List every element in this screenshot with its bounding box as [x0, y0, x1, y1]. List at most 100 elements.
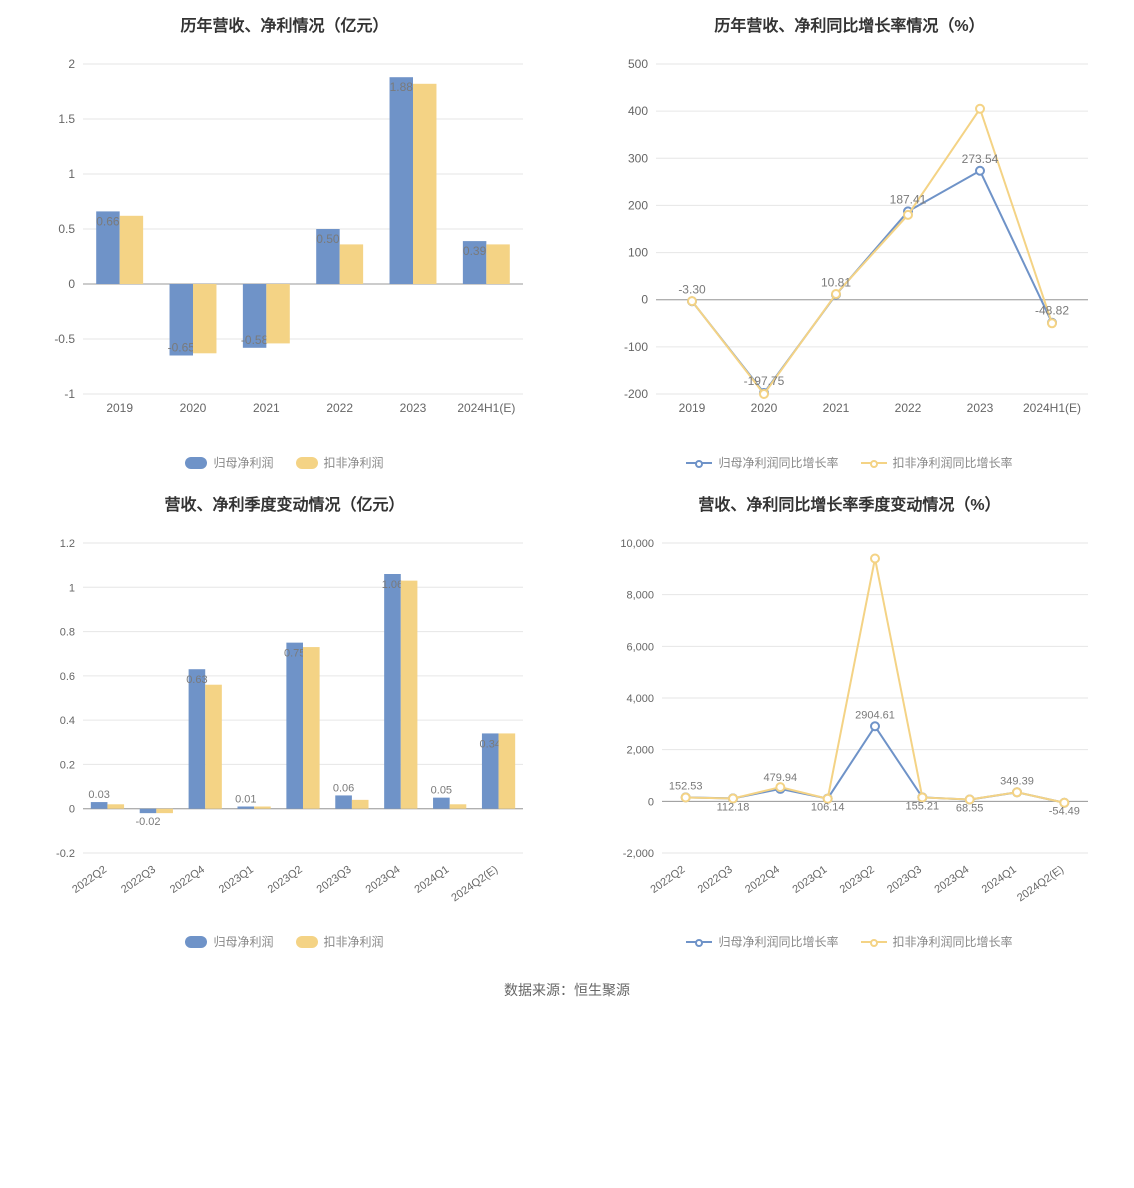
svg-text:187.41: 187.41 [889, 192, 926, 206]
svg-text:2022Q2: 2022Q2 [648, 864, 687, 896]
svg-text:2020: 2020 [179, 401, 206, 415]
svg-text:100: 100 [627, 246, 647, 260]
svg-text:500: 500 [627, 57, 647, 71]
legend-item: 归母净利润 [185, 454, 273, 471]
svg-text:0.06: 0.06 [332, 782, 353, 794]
svg-text:2022: 2022 [326, 401, 353, 415]
svg-text:0.4: 0.4 [59, 715, 74, 727]
svg-text:0: 0 [641, 293, 648, 307]
chart-title: 营收、净利同比增长率季度变动情况（%） [698, 491, 1000, 515]
svg-text:2023Q1: 2023Q1 [790, 864, 829, 896]
legend-swatch [861, 462, 887, 464]
svg-text:-0.65: -0.65 [167, 341, 195, 355]
legend-item: 归母净利润同比增长率 [686, 933, 838, 950]
chart-canvas: -2,00002,0004,0006,0008,00010,000152.531… [590, 525, 1110, 915]
svg-text:349.39: 349.39 [1000, 775, 1034, 787]
svg-text:0.39: 0.39 [462, 244, 486, 258]
svg-text:2020: 2020 [750, 401, 777, 415]
svg-text:-54.49: -54.49 [1048, 806, 1079, 818]
svg-text:-2,000: -2,000 [622, 848, 653, 860]
svg-text:2023Q2: 2023Q2 [265, 864, 304, 896]
svg-text:400: 400 [627, 104, 647, 118]
svg-text:2021: 2021 [822, 401, 849, 415]
svg-text:2023: 2023 [399, 401, 426, 415]
legend-swatch [185, 936, 207, 948]
svg-text:-197.75: -197.75 [743, 374, 784, 388]
svg-text:6,000: 6,000 [626, 641, 654, 653]
svg-text:-100: -100 [623, 340, 647, 354]
legend-item: 扣非净利润同比增长率 [861, 454, 1013, 471]
svg-text:2022Q2: 2022Q2 [70, 864, 109, 896]
svg-text:300: 300 [627, 151, 647, 165]
svg-text:2022Q3: 2022Q3 [119, 864, 158, 896]
legend: 归母净利润同比增长率 扣非净利润同比增长率 [686, 454, 1012, 471]
svg-text:2,000: 2,000 [626, 745, 654, 757]
chart-canvas: -1-0.500.511.520.66-0.65-0.580.501.880.3… [25, 46, 545, 436]
svg-text:0.75: 0.75 [283, 648, 304, 660]
svg-text:2019: 2019 [678, 401, 705, 415]
svg-text:155.21: 155.21 [905, 800, 939, 812]
svg-text:2023Q3: 2023Q3 [314, 864, 353, 896]
legend-item: 扣非净利润 [296, 454, 384, 471]
legend: 归母净利润同比增长率 扣非净利润同比增长率 [686, 933, 1012, 950]
svg-text:2: 2 [68, 57, 75, 71]
svg-text:68.55: 68.55 [955, 803, 983, 815]
svg-text:2904.61: 2904.61 [855, 709, 895, 721]
svg-text:0.01: 0.01 [235, 794, 256, 806]
svg-text:-0.58: -0.58 [240, 333, 268, 347]
svg-text:1.06: 1.06 [381, 579, 402, 591]
svg-text:8,000: 8,000 [626, 590, 654, 602]
svg-text:0.8: 0.8 [59, 627, 74, 639]
svg-text:152.53: 152.53 [668, 780, 702, 792]
svg-text:2023Q1: 2023Q1 [216, 864, 255, 896]
svg-text:0: 0 [68, 277, 75, 291]
svg-text:0.63: 0.63 [186, 674, 207, 686]
chart-title: 营收、净利季度变动情况（亿元） [164, 491, 404, 515]
svg-text:1.88: 1.88 [389, 80, 413, 94]
svg-text:0.03: 0.03 [88, 789, 109, 801]
svg-text:106.14: 106.14 [810, 802, 844, 814]
svg-text:2024Q2(E): 2024Q2(E) [449, 864, 500, 905]
svg-text:2019: 2019 [106, 401, 133, 415]
legend-label: 归母净利润 [213, 933, 273, 950]
svg-text:2022Q4: 2022Q4 [743, 864, 782, 896]
chart-title: 历年营收、净利情况（亿元） [180, 12, 388, 36]
svg-text:2023Q4: 2023Q4 [363, 864, 402, 896]
svg-text:-0.02: -0.02 [135, 816, 160, 828]
legend: 归母净利润 扣非净利润 [185, 933, 383, 950]
legend-swatch [686, 941, 712, 943]
legend-label: 扣非净利润同比增长率 [893, 454, 1013, 471]
svg-text:2023Q3: 2023Q3 [885, 864, 924, 896]
legend-swatch [686, 462, 712, 464]
legend-item: 归母净利润同比增长率 [686, 454, 838, 471]
legend-item: 扣非净利润同比增长率 [861, 933, 1013, 950]
legend-swatch [296, 457, 318, 469]
svg-text:2023Q4: 2023Q4 [932, 864, 971, 896]
svg-text:1.2: 1.2 [59, 538, 74, 550]
legend-swatch [861, 941, 887, 943]
svg-text:2024Q1: 2024Q1 [412, 864, 451, 896]
svg-text:0.6: 0.6 [59, 671, 74, 683]
svg-text:0.2: 0.2 [59, 759, 74, 771]
legend-swatch [296, 936, 318, 948]
svg-text:0.05: 0.05 [430, 785, 451, 797]
chart-title: 历年营收、净利同比增长率情况（%） [714, 12, 984, 36]
panel-quarterly-profit: 营收、净利季度变动情况（亿元） -0.200.20.40.60.811.20.0… [12, 491, 557, 950]
legend-label: 归母净利润同比增长率 [718, 454, 838, 471]
svg-text:2024H1(E): 2024H1(E) [457, 401, 515, 415]
svg-text:1.5: 1.5 [58, 112, 75, 126]
chart-grid: 历年营收、净利情况（亿元） -1-0.500.511.520.66-0.65-0… [12, 12, 1122, 950]
svg-text:-1: -1 [64, 387, 75, 401]
data-source-footer: 数据来源：恒生聚源 [12, 980, 1122, 1000]
svg-text:10,000: 10,000 [620, 538, 654, 550]
legend-label: 归母净利润 [213, 454, 273, 471]
legend-label: 扣非净利润 [324, 933, 384, 950]
svg-text:0: 0 [68, 804, 74, 816]
legend-item: 扣非净利润 [296, 933, 384, 950]
svg-text:-3.30: -3.30 [678, 282, 706, 296]
legend-label: 扣非净利润同比增长率 [893, 933, 1013, 950]
panel-quarterly-growth: 营收、净利同比增长率季度变动情况（%） -2,00002,0004,0006,0… [577, 491, 1122, 950]
svg-text:2023Q2: 2023Q2 [837, 864, 876, 896]
svg-text:273.54: 273.54 [961, 152, 998, 166]
svg-text:4,000: 4,000 [626, 693, 654, 705]
